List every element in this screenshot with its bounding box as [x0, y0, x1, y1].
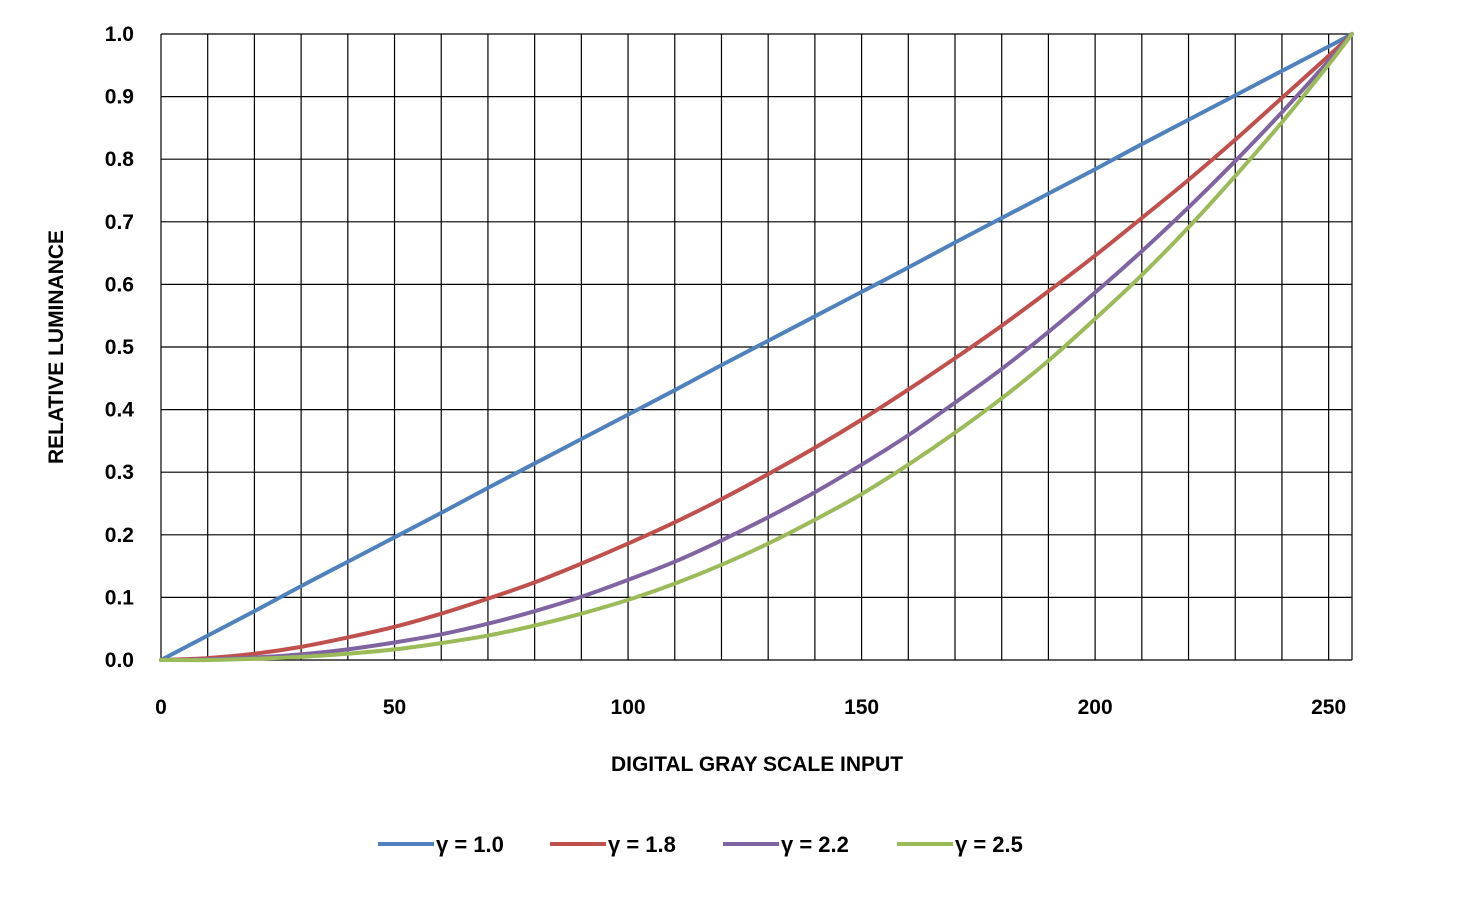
gridlines — [160, 33, 1353, 661]
y-tick-label: 0.4 — [105, 399, 135, 422]
legend-label-4: γ = 2.5 — [955, 832, 1023, 857]
legend-label-1: γ = 1.0 — [436, 832, 504, 857]
y-tick-label: 0.7 — [105, 211, 134, 234]
legend-label-2: γ = 1.8 — [608, 832, 676, 857]
x-tick-label: 250 — [1311, 696, 1346, 719]
y-tick-label: 0.9 — [105, 86, 134, 109]
y-tick-label: 0.3 — [105, 461, 134, 484]
x-axis-title: DIGITAL GRAY SCALE INPUT — [611, 753, 903, 776]
y-tick-label: 1.0 — [105, 23, 134, 46]
series-line-4 — [159, 32, 1354, 663]
series-line-3 — [159, 32, 1354, 662]
legend: γ = 1.0 γ = 1.8 γ = 2.2 γ = 2.5 — [378, 832, 1023, 857]
x-tick-label: 150 — [844, 696, 879, 719]
x-tick-label: 100 — [611, 696, 646, 719]
x-tick-label: 0 — [155, 696, 167, 719]
x-tick-label: 50 — [383, 696, 406, 719]
series-lines — [159, 32, 1354, 663]
y-tick-label: 0.0 — [105, 649, 134, 672]
y-tick-label: 0.6 — [105, 273, 134, 296]
series-line-2 — [159, 32, 1354, 662]
x-axis-tick-labels: 0 50 100 150 200 250 — [155, 696, 1346, 719]
y-tick-label: 0.2 — [105, 524, 134, 547]
y-tick-label: 0.1 — [105, 586, 135, 609]
y-axis-tick-labels: 0.0 0.1 0.2 0.3 0.4 0.5 0.6 0.7 0.8 0.9 1.0 — [105, 23, 135, 672]
y-tick-label: 0.5 — [105, 336, 135, 359]
y-axis-title: RELATIVE LUMINANCE — [45, 230, 68, 464]
legend-label-3: γ = 2.2 — [781, 832, 849, 857]
series-line-1 — [159, 32, 1354, 662]
y-tick-label: 0.8 — [105, 148, 135, 171]
x-tick-label: 200 — [1078, 696, 1113, 719]
